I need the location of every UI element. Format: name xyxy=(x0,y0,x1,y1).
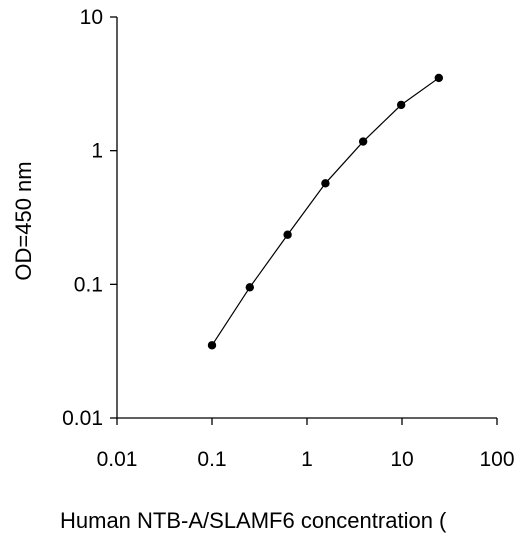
series-line xyxy=(211,77,440,346)
data-point xyxy=(245,283,255,292)
data-point xyxy=(434,73,444,83)
y-axis-title: OD=450 nm xyxy=(11,161,36,280)
data-point xyxy=(358,137,368,146)
y-ticks: 0.01 0.1 1 10 xyxy=(62,6,117,430)
data-point xyxy=(207,341,217,350)
x-tick-label: 10 xyxy=(390,448,413,471)
x-ticks: 0.01 0.1 1 10 100 xyxy=(97,418,515,471)
y-tick-label: 0.1 xyxy=(74,273,103,296)
data-point xyxy=(283,230,292,239)
x-axis-title: Human NTB-A/SLAMF6 concentration ( xyxy=(60,508,447,533)
x-tick-label: 0.1 xyxy=(197,448,226,471)
series xyxy=(207,73,444,350)
y-tick-label: 1 xyxy=(91,140,103,163)
y-tick-label: 0.01 xyxy=(62,407,103,430)
x-tick-label: 100 xyxy=(479,448,514,471)
data-point xyxy=(396,100,406,110)
x-tick-label: 0.01 xyxy=(97,448,138,471)
data-point xyxy=(321,179,330,188)
y-tick-label: 10 xyxy=(80,6,103,29)
x-tick-label: 1 xyxy=(301,448,313,471)
